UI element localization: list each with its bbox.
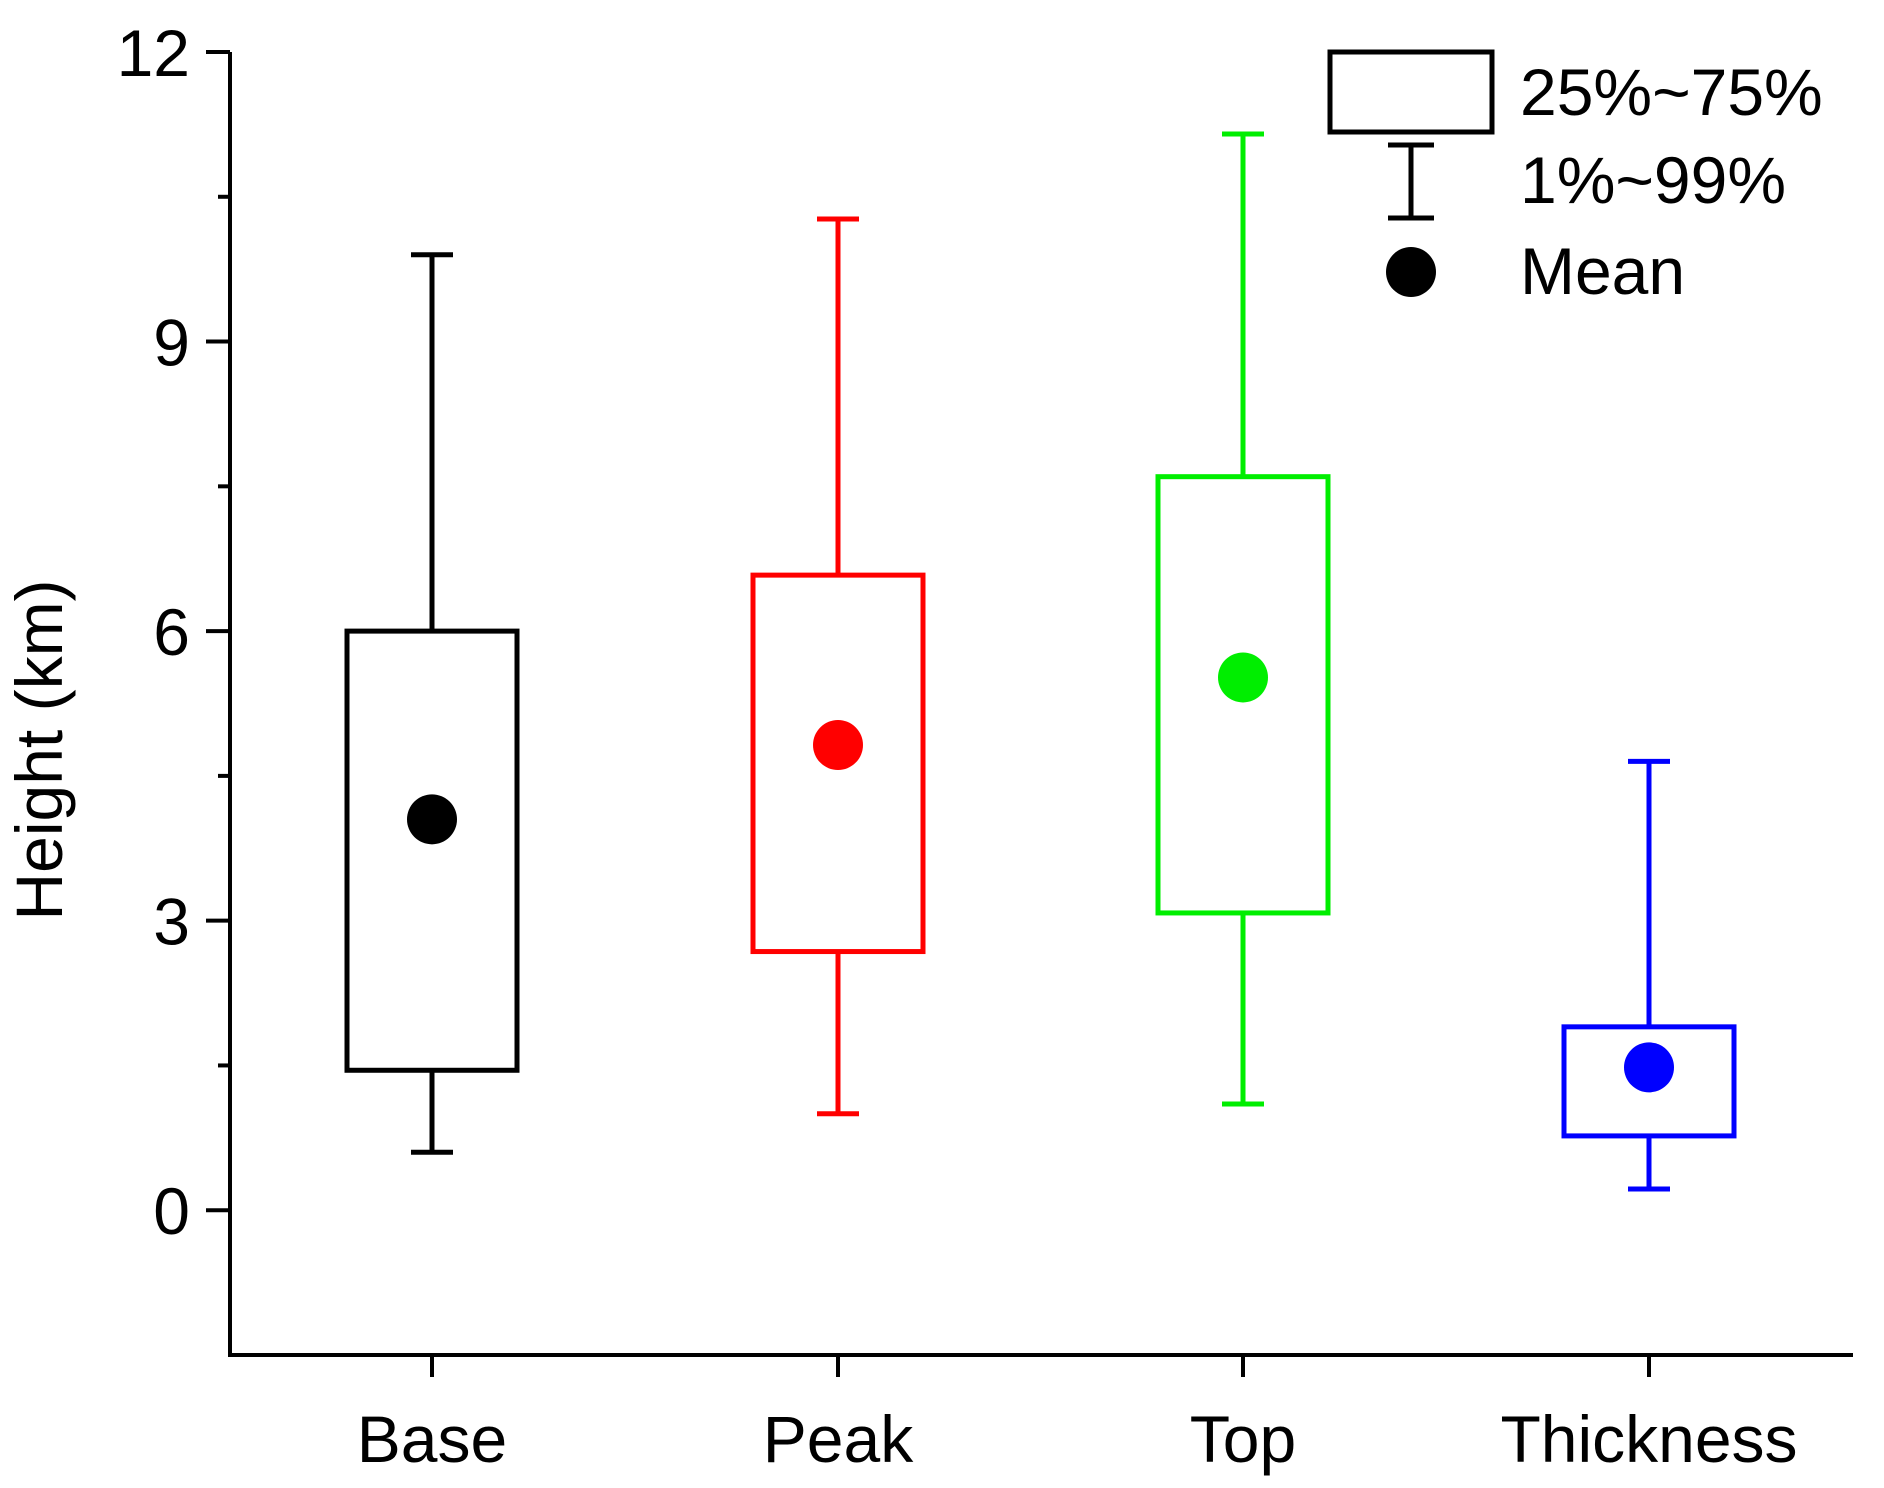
box-series — [344, 131, 1737, 1192]
axes: 0 3 6 9 12 Base Peak Top Thickness — [117, 16, 1853, 1476]
mean-marker — [407, 794, 457, 845]
legend: 25%~75% 1%~99% Mean — [1327, 49, 1823, 308]
iqr-box — [344, 628, 520, 1073]
box-group-peak — [750, 216, 926, 1117]
y-tick-label: 6 — [153, 595, 190, 669]
mean-marker — [813, 720, 863, 771]
x-category-label: Peak — [763, 1402, 914, 1476]
mean-marker — [1624, 1042, 1674, 1093]
legend-box-swatch — [1327, 49, 1495, 135]
y-tick-label: 0 — [153, 1174, 190, 1248]
x-ticks: Base Peak Top Thickness — [357, 1355, 1798, 1476]
y-tick-label: 12 — [117, 16, 190, 90]
y-tick-label: 9 — [153, 306, 190, 380]
y-ticks: 0 3 6 9 12 — [117, 16, 230, 1248]
box-group-thickness — [1561, 758, 1737, 1192]
box-group-base — [344, 252, 520, 1155]
iqr-box — [1155, 474, 1331, 916]
legend-mean-label: Mean — [1520, 234, 1685, 308]
y-tick-label: 3 — [153, 885, 190, 959]
legend-box-label: 25%~75% — [1520, 55, 1823, 129]
x-category-label: Base — [357, 1402, 507, 1476]
y-axis-title: Height (km) — [2, 579, 76, 920]
legend-whisker-label: 1%~99% — [1520, 143, 1786, 217]
mean-marker — [1218, 652, 1268, 703]
box-group-top — [1155, 131, 1331, 1107]
x-category-label: Thickness — [1500, 1402, 1797, 1476]
x-category-label: Top — [1190, 1402, 1296, 1476]
legend-mean-marker — [1386, 247, 1436, 297]
